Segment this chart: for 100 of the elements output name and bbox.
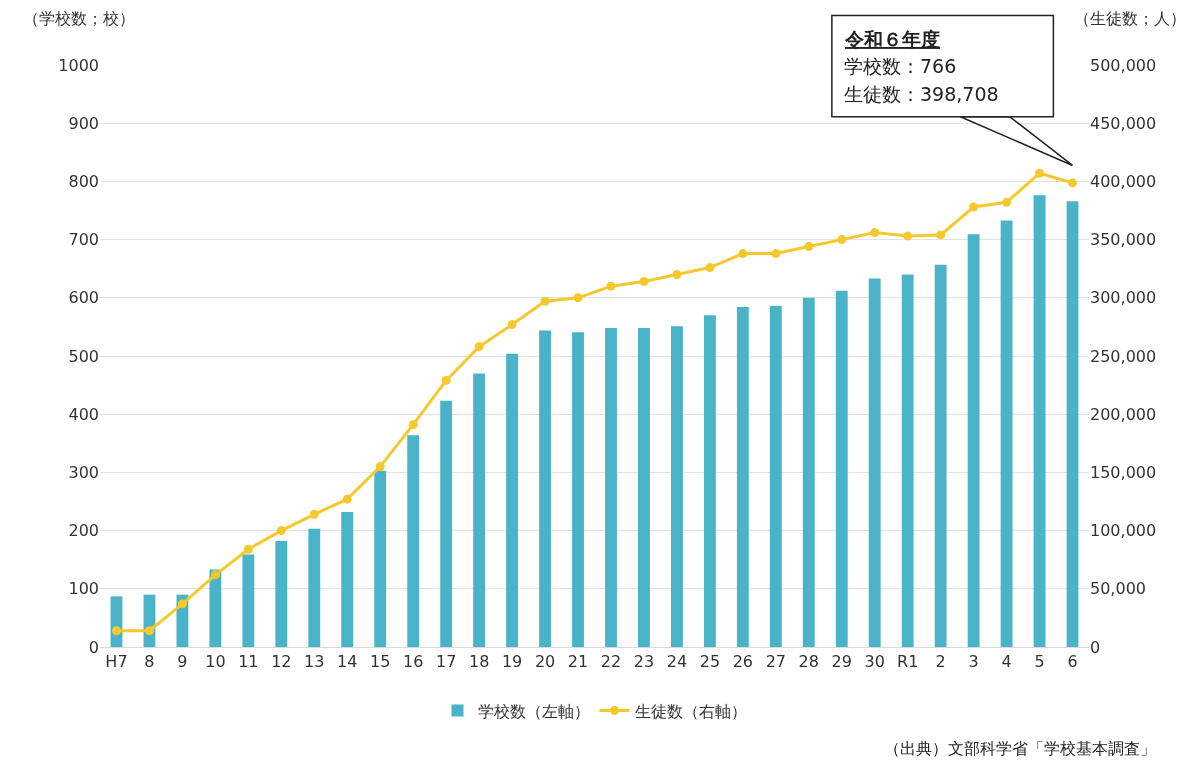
x-tick-label: 22 bbox=[600, 652, 622, 672]
point bbox=[672, 270, 682, 280]
y-tick-label: 800 bbox=[68, 172, 99, 191]
x-tick-label: 6 bbox=[1067, 652, 1078, 672]
bar bbox=[341, 511, 354, 647]
x-tick-label: 28 bbox=[798, 652, 819, 672]
y-tick-label: 200 bbox=[68, 521, 99, 541]
x-tick-label: 15 bbox=[370, 652, 391, 672]
y2-tick-label: 150,000 bbox=[1090, 463, 1157, 482]
bar bbox=[967, 234, 980, 647]
point bbox=[705, 263, 715, 273]
legend-label: 学校数（左軸） bbox=[477, 701, 590, 721]
y-tick-label: 100 bbox=[68, 579, 99, 599]
y-tick-label: 400 bbox=[68, 404, 99, 424]
y2-tick-label: 300,000 bbox=[1090, 288, 1157, 308]
point bbox=[1002, 197, 1012, 207]
point bbox=[309, 509, 319, 519]
point bbox=[969, 202, 979, 212]
bar bbox=[1033, 195, 1046, 647]
bar bbox=[1000, 220, 1013, 647]
x-tick-label: 13 bbox=[304, 652, 325, 672]
y2-tick-label: 450,000 bbox=[1090, 113, 1157, 133]
x-tick-label: H7 bbox=[105, 652, 128, 672]
bar bbox=[901, 274, 914, 647]
x-tick-label: 25 bbox=[699, 652, 721, 672]
x-tick-label: 16 bbox=[403, 652, 424, 672]
bar bbox=[736, 307, 749, 647]
bar bbox=[638, 328, 650, 647]
y-tick-label: 500 bbox=[68, 346, 99, 366]
x-tick-label: 26 bbox=[732, 652, 754, 672]
point bbox=[606, 281, 616, 291]
x-tick-label: 23 bbox=[633, 652, 655, 672]
y2-tick-label: 400,000 bbox=[1090, 172, 1157, 191]
bar bbox=[868, 278, 881, 647]
bar bbox=[769, 305, 782, 647]
bar bbox=[802, 297, 815, 647]
y2-axis-title: （生徒数；人） bbox=[1074, 9, 1186, 28]
y2-tick-label: 350,000 bbox=[1090, 230, 1157, 250]
y-tick-label: 300 bbox=[68, 463, 99, 482]
x-tick-label: 30 bbox=[864, 652, 885, 672]
y-tick-label: 900 bbox=[68, 113, 99, 133]
y2-tick-label: 50,000 bbox=[1090, 579, 1146, 599]
point bbox=[903, 231, 913, 241]
point bbox=[804, 242, 814, 252]
bar bbox=[539, 330, 551, 647]
y-tick-label: 600 bbox=[68, 288, 99, 308]
bar bbox=[374, 470, 387, 647]
point bbox=[639, 277, 649, 286]
x-tick-label: 4 bbox=[1001, 652, 1012, 672]
bar bbox=[242, 554, 255, 647]
y-tick-label: 1000 bbox=[58, 55, 99, 75]
x-tick-label: R1 bbox=[897, 652, 919, 672]
x-tick-label: 10 bbox=[205, 652, 226, 672]
point bbox=[573, 293, 583, 303]
bar bbox=[308, 528, 321, 647]
point bbox=[507, 320, 517, 330]
text: 令和６年度 bbox=[844, 28, 940, 50]
point bbox=[144, 626, 154, 636]
x-tick-label: 12 bbox=[271, 652, 292, 672]
bar bbox=[440, 400, 453, 647]
x-tick-label: 20 bbox=[534, 652, 556, 672]
point bbox=[771, 249, 781, 259]
bar bbox=[835, 290, 848, 647]
bar bbox=[275, 541, 288, 647]
y2-tick-label: 100,000 bbox=[1090, 521, 1157, 541]
bar bbox=[703, 315, 716, 647]
x-tick-label: 27 bbox=[765, 652, 786, 672]
legend-label: 生徒数（右軸） bbox=[634, 701, 747, 721]
x-tick-label: 18 bbox=[468, 652, 490, 672]
point bbox=[474, 342, 484, 352]
point bbox=[342, 494, 352, 504]
point bbox=[837, 235, 847, 245]
bar bbox=[605, 328, 617, 647]
x-tick-label: 24 bbox=[666, 652, 688, 672]
x-tick-label: 9 bbox=[177, 652, 188, 672]
bar bbox=[670, 326, 683, 647]
point bbox=[243, 544, 253, 554]
point bbox=[276, 526, 286, 536]
x-tick-label: 14 bbox=[337, 652, 358, 672]
y2-tick-label: 250,000 bbox=[1090, 346, 1157, 366]
x-tick-label: 2 bbox=[935, 652, 946, 672]
bar bbox=[1066, 201, 1079, 647]
x-tick-label: 8 bbox=[144, 652, 155, 672]
y2-tick-label: 200,000 bbox=[1090, 404, 1157, 424]
y-tick-label: 700 bbox=[68, 230, 99, 250]
x-tick-label: 5 bbox=[1034, 652, 1045, 672]
x-tick-label: 11 bbox=[238, 652, 259, 672]
point bbox=[441, 375, 451, 385]
point bbox=[936, 230, 946, 240]
point bbox=[408, 420, 418, 430]
point bbox=[177, 599, 187, 609]
bar bbox=[473, 373, 486, 647]
point bbox=[738, 249, 748, 259]
point bbox=[375, 462, 385, 472]
point bbox=[210, 570, 220, 580]
annotation: 生徒数：398,708 bbox=[844, 83, 999, 105]
point bbox=[540, 296, 550, 306]
text: （出典）文部科学省「学校基本調査」 bbox=[884, 739, 1156, 758]
annotation: 学校数：766 bbox=[844, 55, 957, 77]
y2-tick-label: 0 bbox=[1090, 637, 1101, 657]
